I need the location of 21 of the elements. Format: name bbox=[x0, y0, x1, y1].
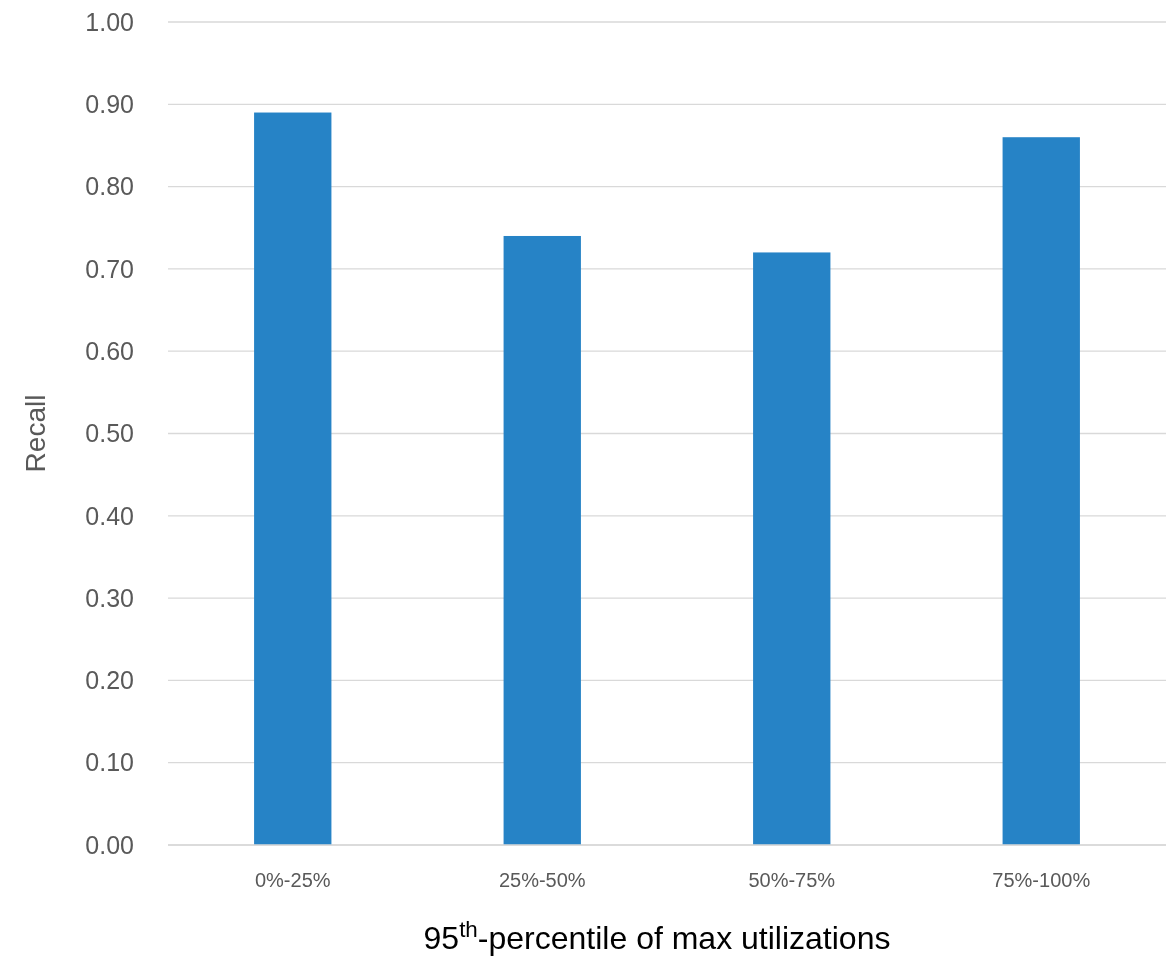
y-tick-label: 0.40 bbox=[85, 501, 134, 530]
y-tick-label: 1.00 bbox=[85, 7, 134, 36]
x-tick-label: 50%-75% bbox=[748, 869, 836, 891]
y-tick-label: 0.20 bbox=[85, 666, 134, 695]
y-tick-label: 0.50 bbox=[85, 419, 134, 448]
x-tick-label: 0%-25% bbox=[254, 869, 331, 891]
x-tick-label: 25%-50% bbox=[498, 869, 586, 891]
y-tick-label: 0.10 bbox=[85, 748, 134, 777]
bar bbox=[503, 235, 581, 845]
x-axis-title: 95$^{th}$-percentile of max utilizations bbox=[423, 916, 891, 956]
y-tick-label: 0.80 bbox=[85, 172, 134, 201]
y-tick-label: 0.30 bbox=[85, 583, 134, 612]
y-tick-label: 0.90 bbox=[85, 90, 134, 119]
y-axis-title: Recall bbox=[20, 394, 51, 473]
bar bbox=[254, 112, 332, 845]
y-tick-label: 0.70 bbox=[85, 254, 134, 283]
bar bbox=[753, 252, 831, 845]
y-tick-label: 0.00 bbox=[85, 830, 134, 859]
x-tick-label: 75%-100% bbox=[992, 869, 1091, 891]
y-tick-label: 0.60 bbox=[85, 336, 134, 365]
bar bbox=[1002, 137, 1080, 845]
